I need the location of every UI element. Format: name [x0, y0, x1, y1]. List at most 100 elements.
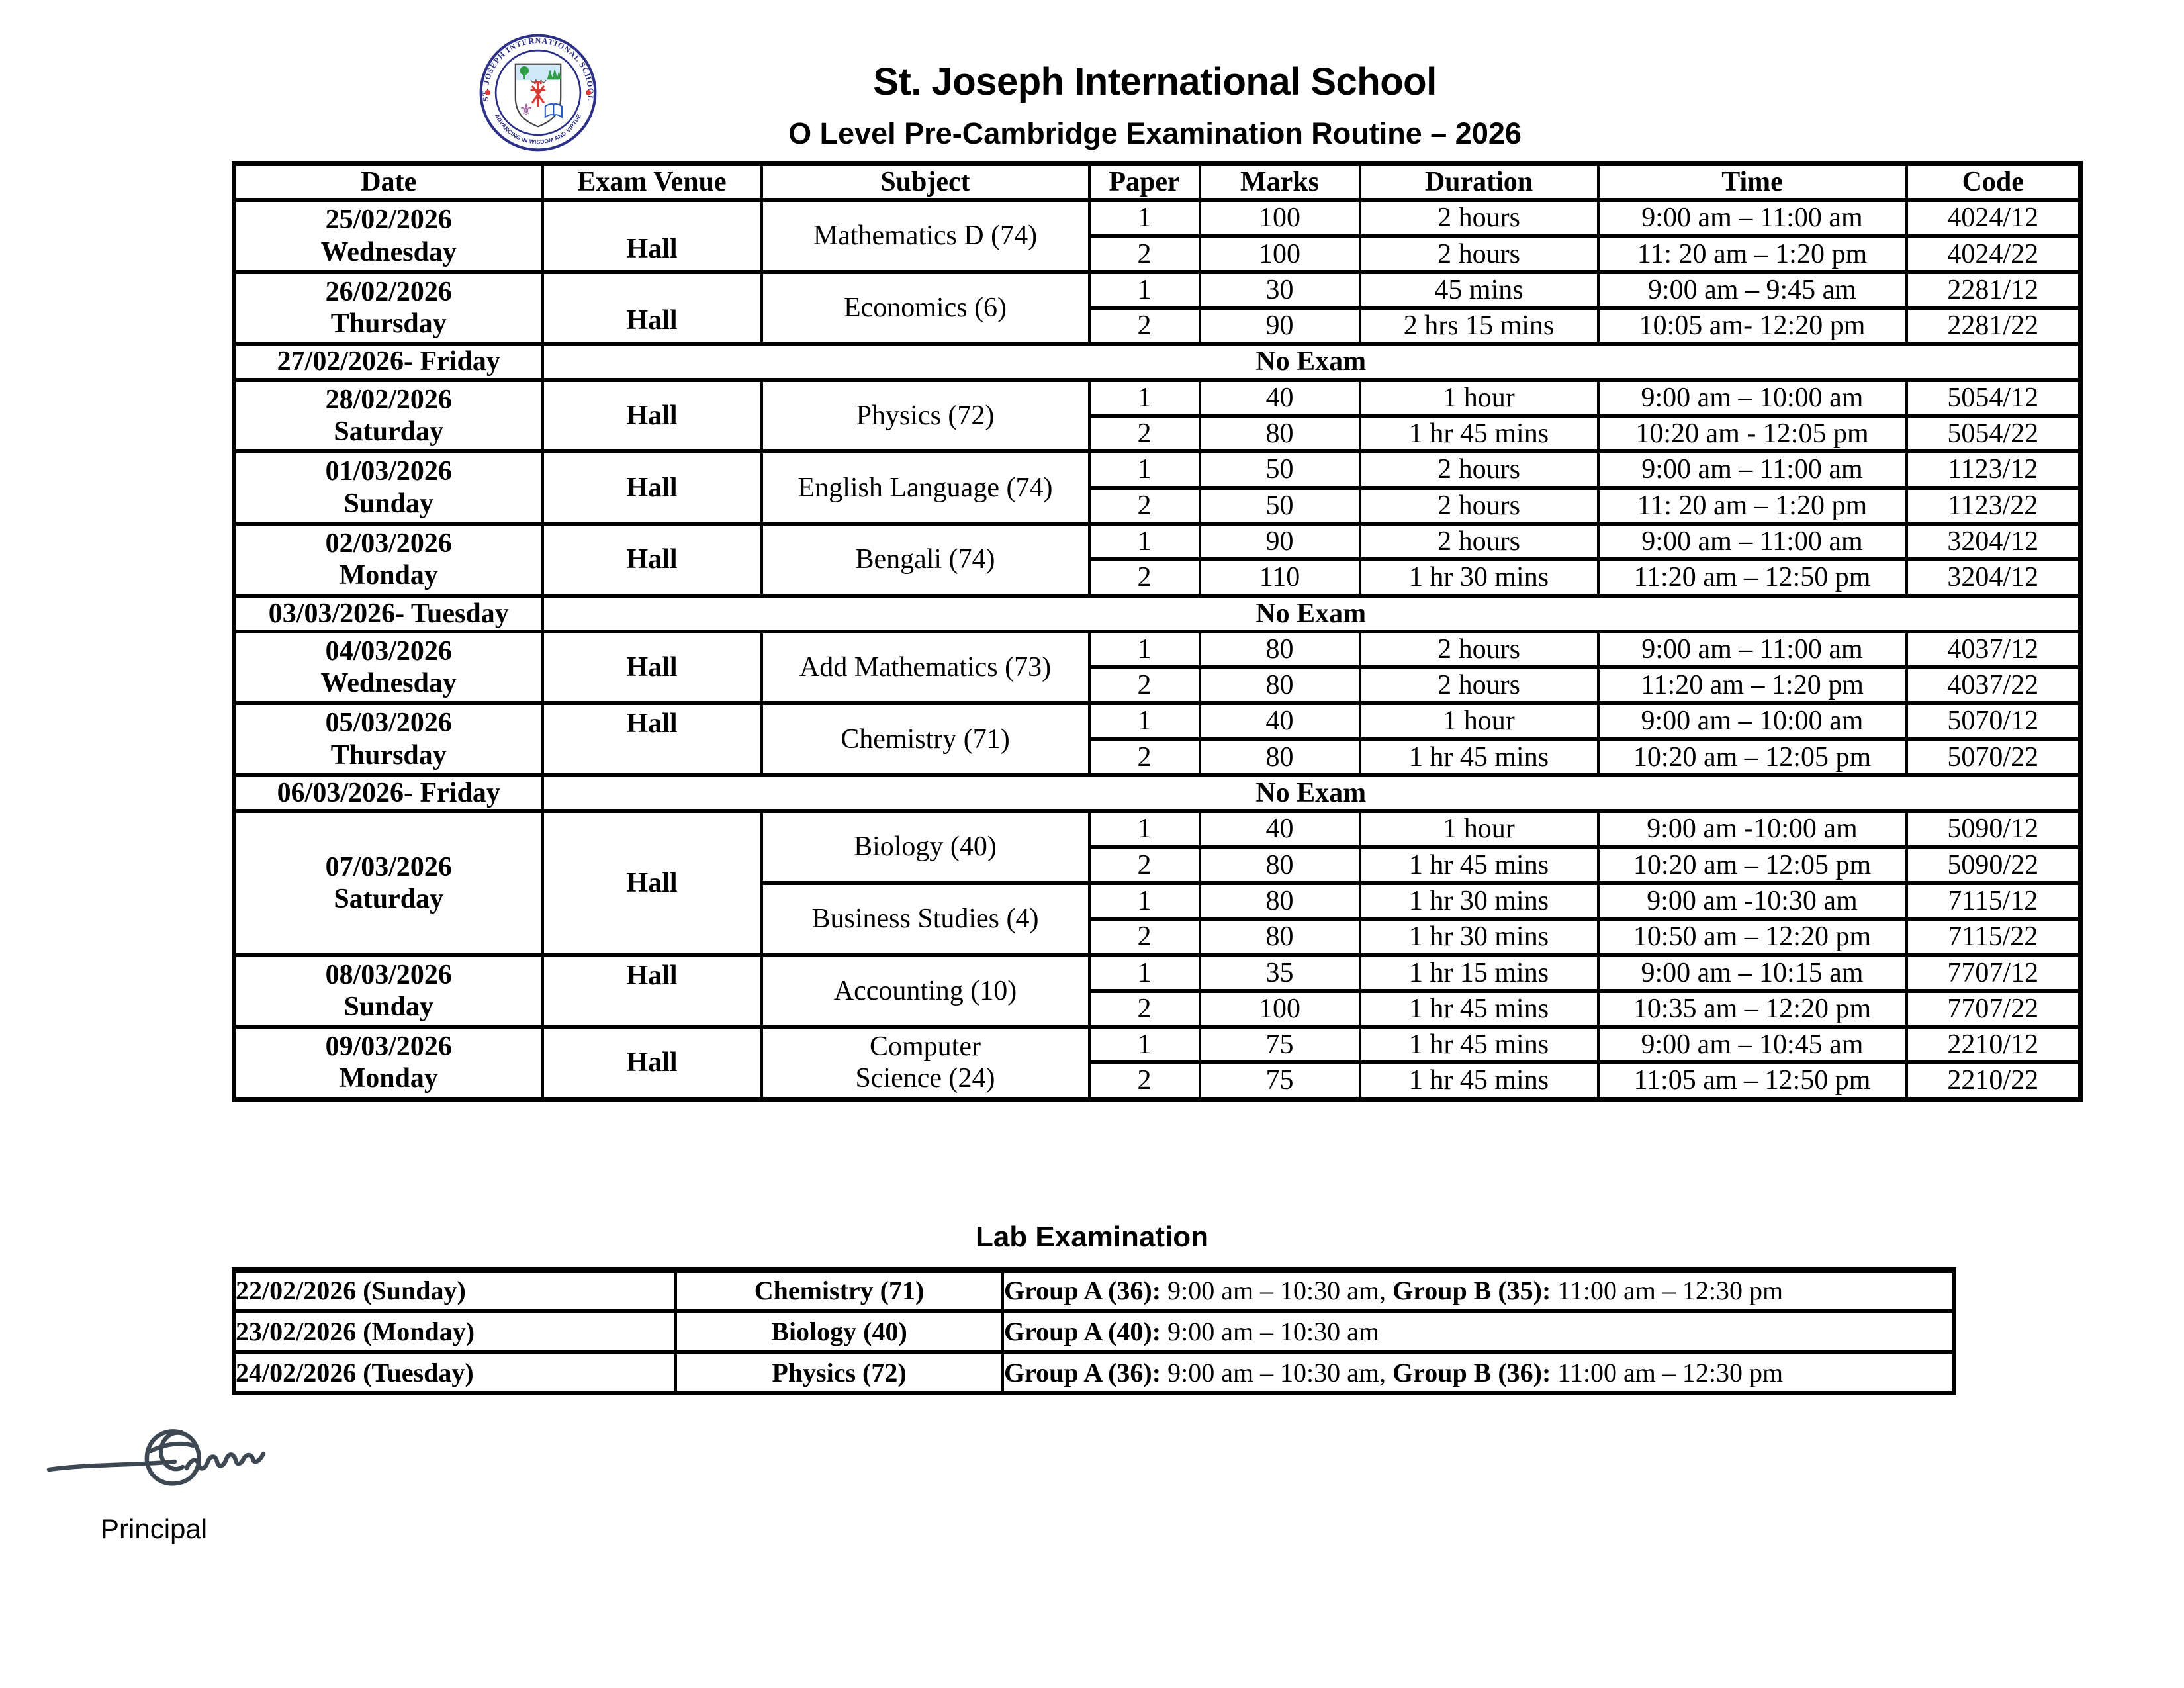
no-exam-row: 03/03/2026- Tuesday No Exam — [232, 593, 2082, 633]
duration-cell: 1 hr 45 mins — [1358, 1060, 1600, 1102]
paper-cell: 1 — [1087, 880, 1201, 921]
no-exam-date-cell: 27/02/2026- Friday — [232, 342, 544, 382]
col-header-paper: Paper — [1087, 161, 1201, 203]
exam-paper-row: 26/02/2026 Thursday Hall Economics (6) 1 30 4… — [232, 269, 2082, 346]
marks-cell: 30 — [1198, 269, 1361, 310]
principal-signature — [46, 1429, 266, 1486]
no-exam-date-cell: 06/03/2026- Friday — [232, 773, 544, 814]
duration-cell: 1 hour — [1358, 701, 1600, 741]
fleur-de-lis-icon: ⚜ — [519, 101, 533, 119]
exam-paper-row: 25/02/2026 Wednesday Hall Mathematics D (7… — [232, 198, 2082, 274]
code-cell: 5090/22 — [1905, 845, 2082, 885]
marks-cell: 80 — [1198, 737, 1361, 778]
marks-cell: 40 — [1198, 701, 1361, 741]
duration-cell: 1 hr 15 mins — [1358, 953, 1600, 993]
duration-cell: 1 hr 45 mins — [1358, 988, 1600, 1029]
duration-cell: 1 hr 30 mins — [1358, 557, 1600, 598]
lab-group-label: Group A (40): — [1004, 1316, 1161, 1346]
exam-paper-row: Business Studies (4) 1 80 1 hr 30 mins 9:00 … — [234, 880, 2082, 957]
lab-times-cell: Group A (36): 9:00 am – 10:30 am, Group … — [1001, 1350, 1956, 1395]
time-cell: 10:20 am – 12:05 pm — [1596, 845, 1908, 885]
time-cell: 9:00 am – 11:00 am — [1596, 198, 1908, 238]
lab-times-cell: Group A (36): 9:00 am – 10:30 am, Group … — [1001, 1268, 1956, 1313]
lab-date-cell: 23/02/2026 (Monday) — [232, 1309, 677, 1354]
duration-cell: 1 hr 45 mins — [1358, 414, 1600, 454]
duration-cell: 2 hours — [1358, 198, 1600, 238]
duration-cell: 45 mins — [1358, 269, 1600, 310]
subject-cell: Add Mathematics (73) — [760, 629, 1091, 706]
duration-cell: 2 hrs 15 mins — [1358, 306, 1600, 346]
subject-cell: Bengali (74) — [760, 521, 1091, 598]
date-cell: 02/03/2026 Monday — [232, 521, 544, 598]
exam-paper-row: 2 80 2 hours 11:20 am – 1:20 pm 4037/22 — [234, 665, 2082, 706]
school-logo: ST. JOSEPH INTERNATIONAL SCHOOL ADVANCIN… — [479, 34, 597, 152]
code-cell: 4037/22 — [1905, 665, 2082, 706]
time-cell: 9:00 am – 10:15 am — [1596, 953, 1908, 993]
date-cell: 09/03/2026 Monday — [232, 1025, 544, 1102]
code-cell: 7707/22 — [1905, 988, 2082, 1029]
subject-cell: Mathematics D (74) — [760, 198, 1091, 274]
lab-date-cell: 24/02/2026 (Tuesday) — [232, 1350, 677, 1395]
time-cell: 9:00 am – 10:45 am — [1596, 1025, 1908, 1065]
exam-paper-row: 07/03/2026 Saturday Hall Biology (40) 1 40 1 … — [232, 809, 2082, 957]
time-cell: 9:00 am – 10:00 am — [1596, 377, 1908, 418]
exam-paper-row: 2 75 1 hr 45 mins 11:05 am – 12:50 pm 2210/2… — [234, 1060, 2082, 1102]
venue-cell: Hall — [541, 521, 763, 598]
venue-cell: Hall — [541, 377, 763, 454]
lab-group-time: 11:00 am – 12:30 pm — [1551, 1276, 1784, 1306]
subject-cell: Physics (72) — [760, 377, 1091, 454]
marks-cell: 50 — [1198, 485, 1361, 526]
paper-cell: 2 — [1087, 557, 1201, 598]
exam-paper-row: 2 100 1 hr 45 mins 10:35 am – 12:20 pm 7707/… — [234, 988, 2082, 1029]
date-cell: 26/02/2026 Thursday — [232, 269, 544, 346]
col-header-date: Date — [232, 161, 544, 203]
paper-cell: 2 — [1087, 665, 1201, 706]
code-cell: 4024/12 — [1905, 198, 2082, 238]
col-header-time: Time — [1596, 161, 1908, 203]
code-cell: 5054/22 — [1905, 414, 2082, 454]
paper-cell: 2 — [1087, 845, 1201, 885]
duration-cell: 2 hours — [1358, 449, 1600, 490]
col-header-duration: Duration — [1358, 161, 1600, 203]
marks-cell: 80 — [1198, 845, 1361, 885]
signature-strokes — [46, 1429, 266, 1486]
open-book-icon — [544, 103, 563, 118]
subject-cell: Accounting (10) — [760, 953, 1091, 1029]
paper-cell: 2 — [1087, 414, 1201, 454]
logo-right-dot — [586, 89, 592, 96]
venue-cell: Hall — [541, 953, 763, 1029]
marks-cell: 40 — [1198, 377, 1361, 418]
lab-exam-row: 24/02/2026 (Tuesday) Physics (72) Group A … — [232, 1350, 1956, 1395]
lab-group-time: 9:00 am – 10:30 am, — [1161, 1357, 1393, 1387]
subject-cell: English Language (74) — [760, 449, 1091, 526]
duration-cell: 1 hr 45 mins — [1358, 845, 1600, 885]
routine-title: O Level Pre-Cambridge Examination Routin… — [788, 117, 1522, 150]
marks-cell: 100 — [1198, 198, 1361, 238]
shield-cross-emblem — [530, 80, 546, 107]
time-cell: 10:50 am – 12:20 pm — [1596, 917, 1908, 957]
exam-paper-row: 01/03/2026 Sunday Hall English Language (7… — [232, 449, 2082, 526]
duration-cell: 2 hours — [1358, 665, 1600, 706]
code-cell: 5070/22 — [1905, 737, 2082, 778]
time-cell: 10:20 am - 12:05 pm — [1596, 414, 1908, 454]
exam-paper-row: 08/03/2026 Sunday Hall Accounting (10) 1 35 1… — [232, 953, 2082, 1029]
paper-cell: 2 — [1087, 988, 1201, 1029]
lab-group-time: 9:00 am – 10:30 am, — [1161, 1276, 1393, 1306]
code-cell: 5070/12 — [1905, 701, 2082, 741]
lab-group-label: Group B (35): — [1392, 1276, 1551, 1306]
marks-cell: 75 — [1198, 1060, 1361, 1102]
paper-cell: 1 — [1087, 1025, 1201, 1065]
code-cell: 4037/12 — [1905, 629, 2082, 670]
exam-paper-row: 04/03/2026 Wednesday Hall Add Mathematics … — [232, 629, 2082, 706]
paper-cell: 1 — [1087, 377, 1201, 418]
col-header-code: Code — [1905, 161, 2082, 203]
subject-cell: Economics (6) — [760, 269, 1091, 346]
paper-cell: 1 — [1087, 953, 1201, 993]
code-cell: 2210/22 — [1905, 1060, 2082, 1102]
lab-subject-cell: Physics (72) — [674, 1350, 1004, 1395]
exam-paper-row: 2 90 2 hrs 15 mins 10:05 am- 12:20 pm 2281/2… — [234, 306, 2082, 346]
duration-cell: 1 hr 45 mins — [1358, 1025, 1600, 1065]
code-cell: 2281/22 — [1905, 306, 2082, 346]
logo-shield: ⚜ — [514, 63, 563, 128]
no-exam-cell: No Exam — [541, 773, 2082, 814]
